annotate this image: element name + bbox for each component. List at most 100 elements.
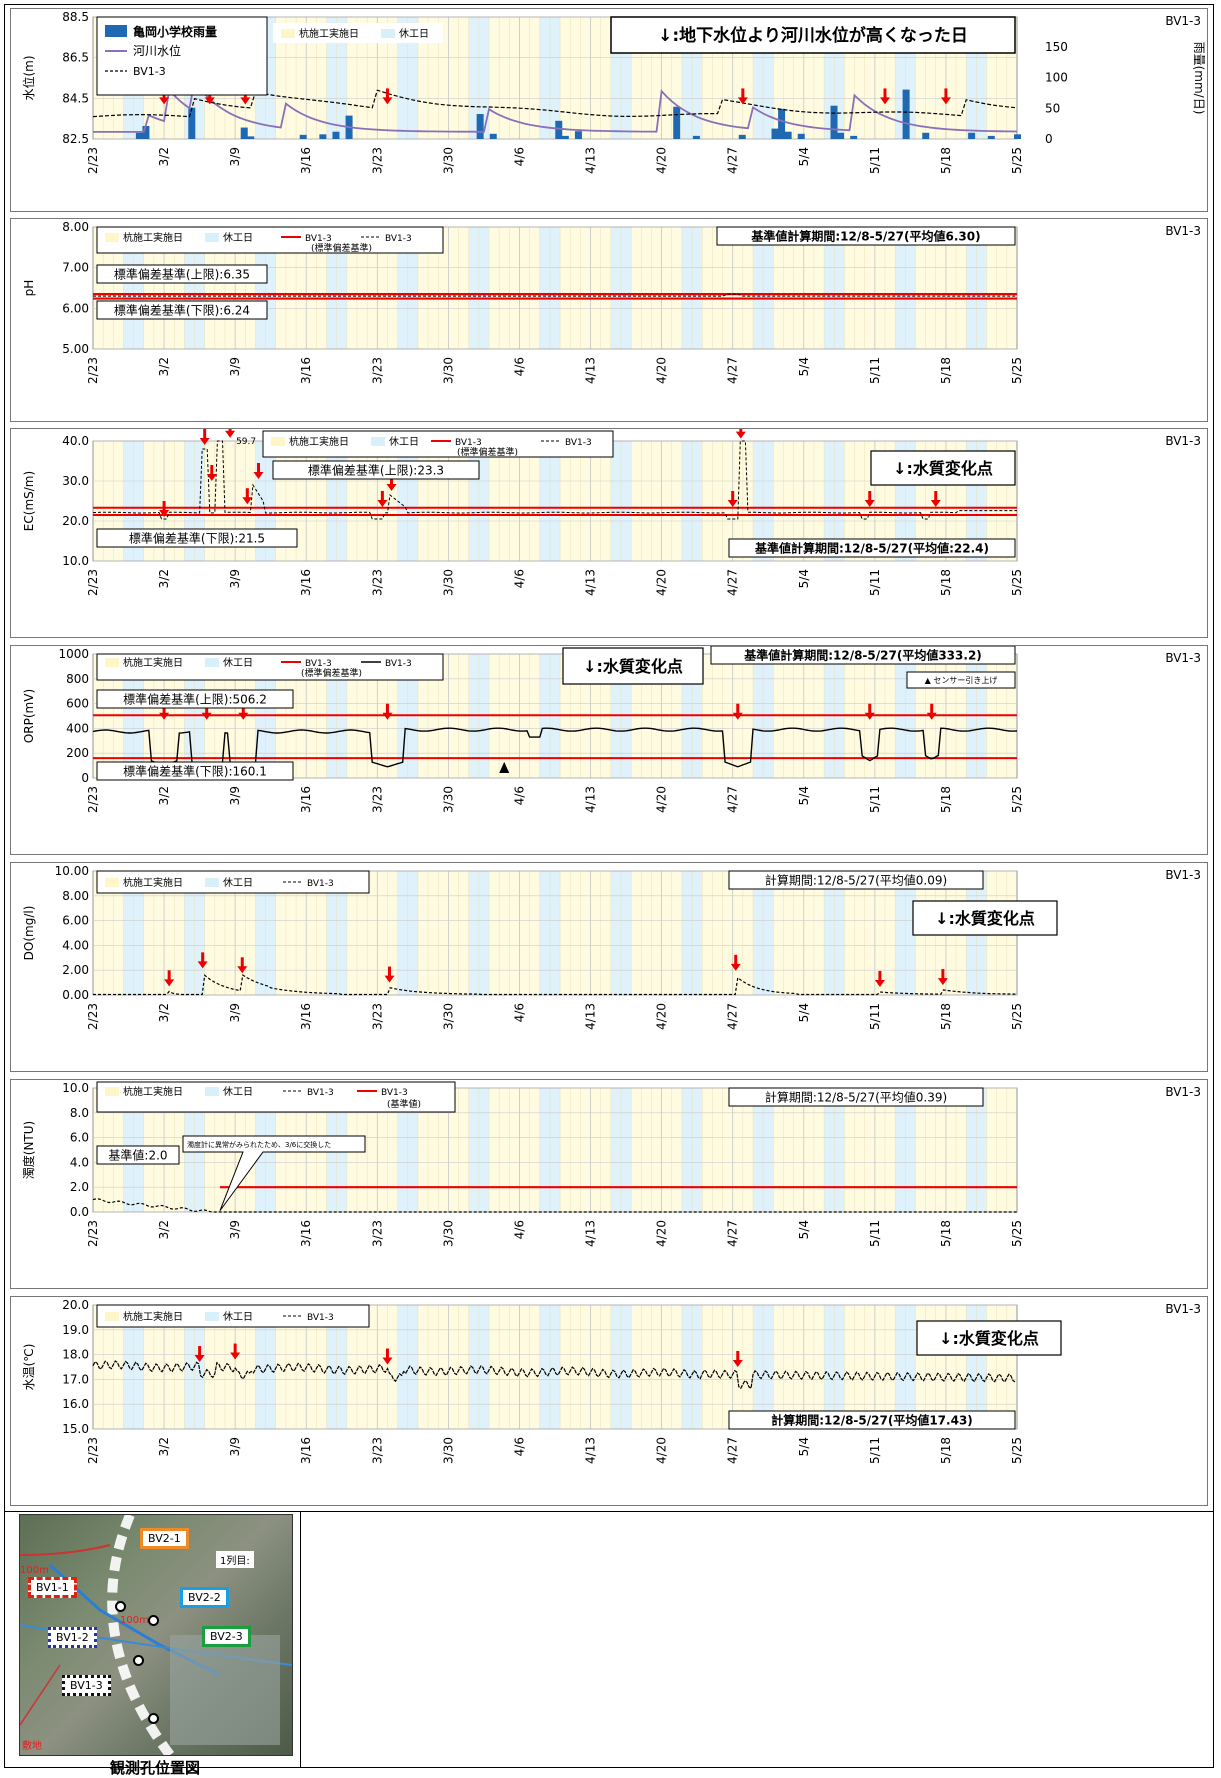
x-tick-label: 2/23 bbox=[86, 147, 100, 174]
bottom-divider bbox=[4, 1511, 1214, 1512]
change-note-text: ↓:水質変化点 bbox=[583, 657, 683, 676]
legend-holiday-swatch bbox=[205, 1312, 219, 1321]
x-tick-label: 3/9 bbox=[228, 1220, 242, 1239]
legend-box bbox=[96, 1304, 370, 1328]
station-label: BV1-3 bbox=[1165, 651, 1201, 665]
base-value-label-box bbox=[96, 1145, 180, 1165]
y-tick-label: 2.00 bbox=[62, 963, 89, 977]
legend-box bbox=[96, 1081, 456, 1113]
lower-limit-label: 標準偏差基準(下限):160.1 bbox=[123, 763, 267, 778]
x-tick-label: 4/13 bbox=[584, 1437, 598, 1464]
y-tick-label: 82.5 bbox=[62, 132, 89, 146]
x-tick-label: 5/25 bbox=[1010, 1220, 1024, 1247]
panel-do: 2/23 3/2 3/9 3/16 3/23 3/30 4/6 4/13 4/20 4/27 5/4… bbox=[10, 862, 1208, 1072]
x-tick-label: 4/20 bbox=[655, 1003, 669, 1030]
rain-bar bbox=[247, 136, 255, 139]
y-tick-label: 30.0 bbox=[62, 474, 89, 488]
x-tick-label: 5/18 bbox=[939, 1220, 953, 1247]
period-label: 計算期間:12/8-5/27(平均値17.43) bbox=[771, 1412, 973, 1427]
change-arrow-head bbox=[253, 472, 264, 479]
change-note-text: ↓:水質変化点 bbox=[939, 1329, 1039, 1348]
legend-work-label: 杭施工実施日 bbox=[299, 27, 359, 40]
x-tick-label: 3/16 bbox=[299, 357, 313, 384]
legend-work-swatch bbox=[105, 878, 119, 887]
change-arrow-head bbox=[240, 97, 251, 105]
change-arrow-head bbox=[159, 97, 170, 105]
y-tick-label: 8.00 bbox=[62, 220, 89, 234]
legend-series-label: BV1-3 bbox=[307, 879, 334, 889]
y-tick-label: 800 bbox=[66, 672, 89, 686]
y2-axis-label: 雨量(mm/日) bbox=[1192, 42, 1206, 115]
legend-box bbox=[96, 870, 370, 894]
x-tick-label: 5/11 bbox=[868, 147, 882, 174]
turbidity-series-line bbox=[92, 1198, 1017, 1213]
x-tick-label: 4/20 bbox=[655, 1437, 669, 1464]
y-tick-label: 8.0 bbox=[70, 1106, 89, 1120]
x-tick-label: 3/23 bbox=[370, 357, 384, 384]
x-tick-label: 4/27 bbox=[726, 569, 740, 596]
change-arrow-head bbox=[204, 97, 215, 105]
legend-work-swatch bbox=[271, 437, 285, 446]
x-tick-label: 5/25 bbox=[1010, 569, 1024, 596]
x-tick-label: 3/16 bbox=[299, 569, 313, 596]
turbidity-chart: 2/23 3/2 3/9 3/16 3/23 3/30 4/6 4/13 4/20 4/27 5/4… bbox=[21, 1081, 1201, 1247]
rain-bar bbox=[188, 107, 196, 139]
river-level-line bbox=[93, 79, 1018, 133]
change-arrow-head bbox=[940, 97, 951, 105]
y-axis-label: EC(mS/m) bbox=[22, 471, 36, 531]
y-tick-label: 4.00 bbox=[62, 938, 89, 952]
x-tick-label: 4/6 bbox=[512, 357, 526, 376]
change-arrow-head bbox=[864, 712, 875, 720]
change-arrow-head bbox=[199, 438, 210, 445]
change-note-text: ↓:水質変化点 bbox=[893, 459, 993, 478]
y-tick-label: 6.00 bbox=[62, 301, 89, 315]
map-label-bv1-1: BV1-1 bbox=[28, 1577, 77, 1598]
x-tick-label: 3/23 bbox=[370, 1437, 384, 1464]
legend-work-label: 杭施工実施日 bbox=[123, 1310, 183, 1323]
change-arrow-head bbox=[197, 961, 208, 969]
period-label: 基準値計算期間:12/8-5/27(平均値6.30) bbox=[750, 228, 980, 243]
x-tick-label: 5/11 bbox=[868, 1220, 882, 1247]
legend-ref-label: BV1-3 bbox=[381, 1088, 408, 1098]
y-tick-label: 17.0 bbox=[62, 1372, 89, 1386]
lower-limit-label-box bbox=[96, 528, 298, 548]
legend-std-label: BV1-3 bbox=[385, 659, 412, 669]
rain-bar bbox=[574, 131, 582, 139]
y-tick-label: 18.0 bbox=[62, 1348, 89, 1362]
change-arrow-head bbox=[382, 712, 393, 720]
x-tick-label: 4/6 bbox=[512, 147, 526, 166]
do-series-line bbox=[93, 974, 1017, 996]
panel-ph: 2/23 3/2 3/9 3/16 3/23 3/30 4/6 4/13 4/20 4/27 5/4… bbox=[10, 218, 1208, 422]
legend-holiday-label: 休工日 bbox=[223, 657, 253, 669]
x-tick-label: 5/18 bbox=[939, 1003, 953, 1030]
x-tick-label: 4/6 bbox=[512, 1003, 526, 1022]
x-tick-label: 5/25 bbox=[1010, 786, 1024, 813]
x-tick-label: 5/4 bbox=[797, 1437, 811, 1456]
note-text: ↓:地下水位より河川水位が高くなった日 bbox=[658, 25, 968, 46]
x-tick-label: 3/16 bbox=[299, 147, 313, 174]
legend-holiday-swatch bbox=[381, 29, 395, 38]
y-axis-label: ORP(mV) bbox=[22, 689, 36, 743]
x-tick-label: 2/23 bbox=[86, 357, 100, 384]
legend-holiday-label: 休工日 bbox=[223, 1311, 253, 1323]
y-tick-label: 6.0 bbox=[70, 1131, 89, 1145]
legend-std-label: BV1-3 bbox=[565, 438, 592, 448]
y-tick-label: 400 bbox=[66, 721, 89, 735]
rain-bar bbox=[771, 128, 779, 139]
period-label-box bbox=[728, 870, 984, 890]
rain-bar bbox=[968, 132, 976, 139]
legend-work-swatch bbox=[105, 1087, 119, 1096]
y2-tick-label: 50 bbox=[1045, 101, 1060, 115]
legend-bv-label: BV1-3 bbox=[133, 65, 166, 78]
period-label-box bbox=[728, 1087, 984, 1107]
station-label: BV1-3 bbox=[1165, 224, 1201, 238]
x-tick-label: 5/18 bbox=[939, 569, 953, 596]
y-tick-label: 20.0 bbox=[62, 514, 89, 528]
legend-std-note: (標準偏差基準) bbox=[301, 667, 362, 679]
water-level-chart: 2/23 3/2 3/9 3/16 3/23 3/30 4/6 4/13 4/20 4/27 5/4… bbox=[21, 10, 1206, 174]
map-distance-label: 100m bbox=[20, 1565, 49, 1576]
x-tick-label: 3/30 bbox=[441, 1437, 455, 1464]
rain-bar bbox=[738, 134, 746, 139]
x-tick-label: 2/23 bbox=[86, 1437, 100, 1464]
x-tick-label: 3/9 bbox=[228, 1003, 242, 1022]
